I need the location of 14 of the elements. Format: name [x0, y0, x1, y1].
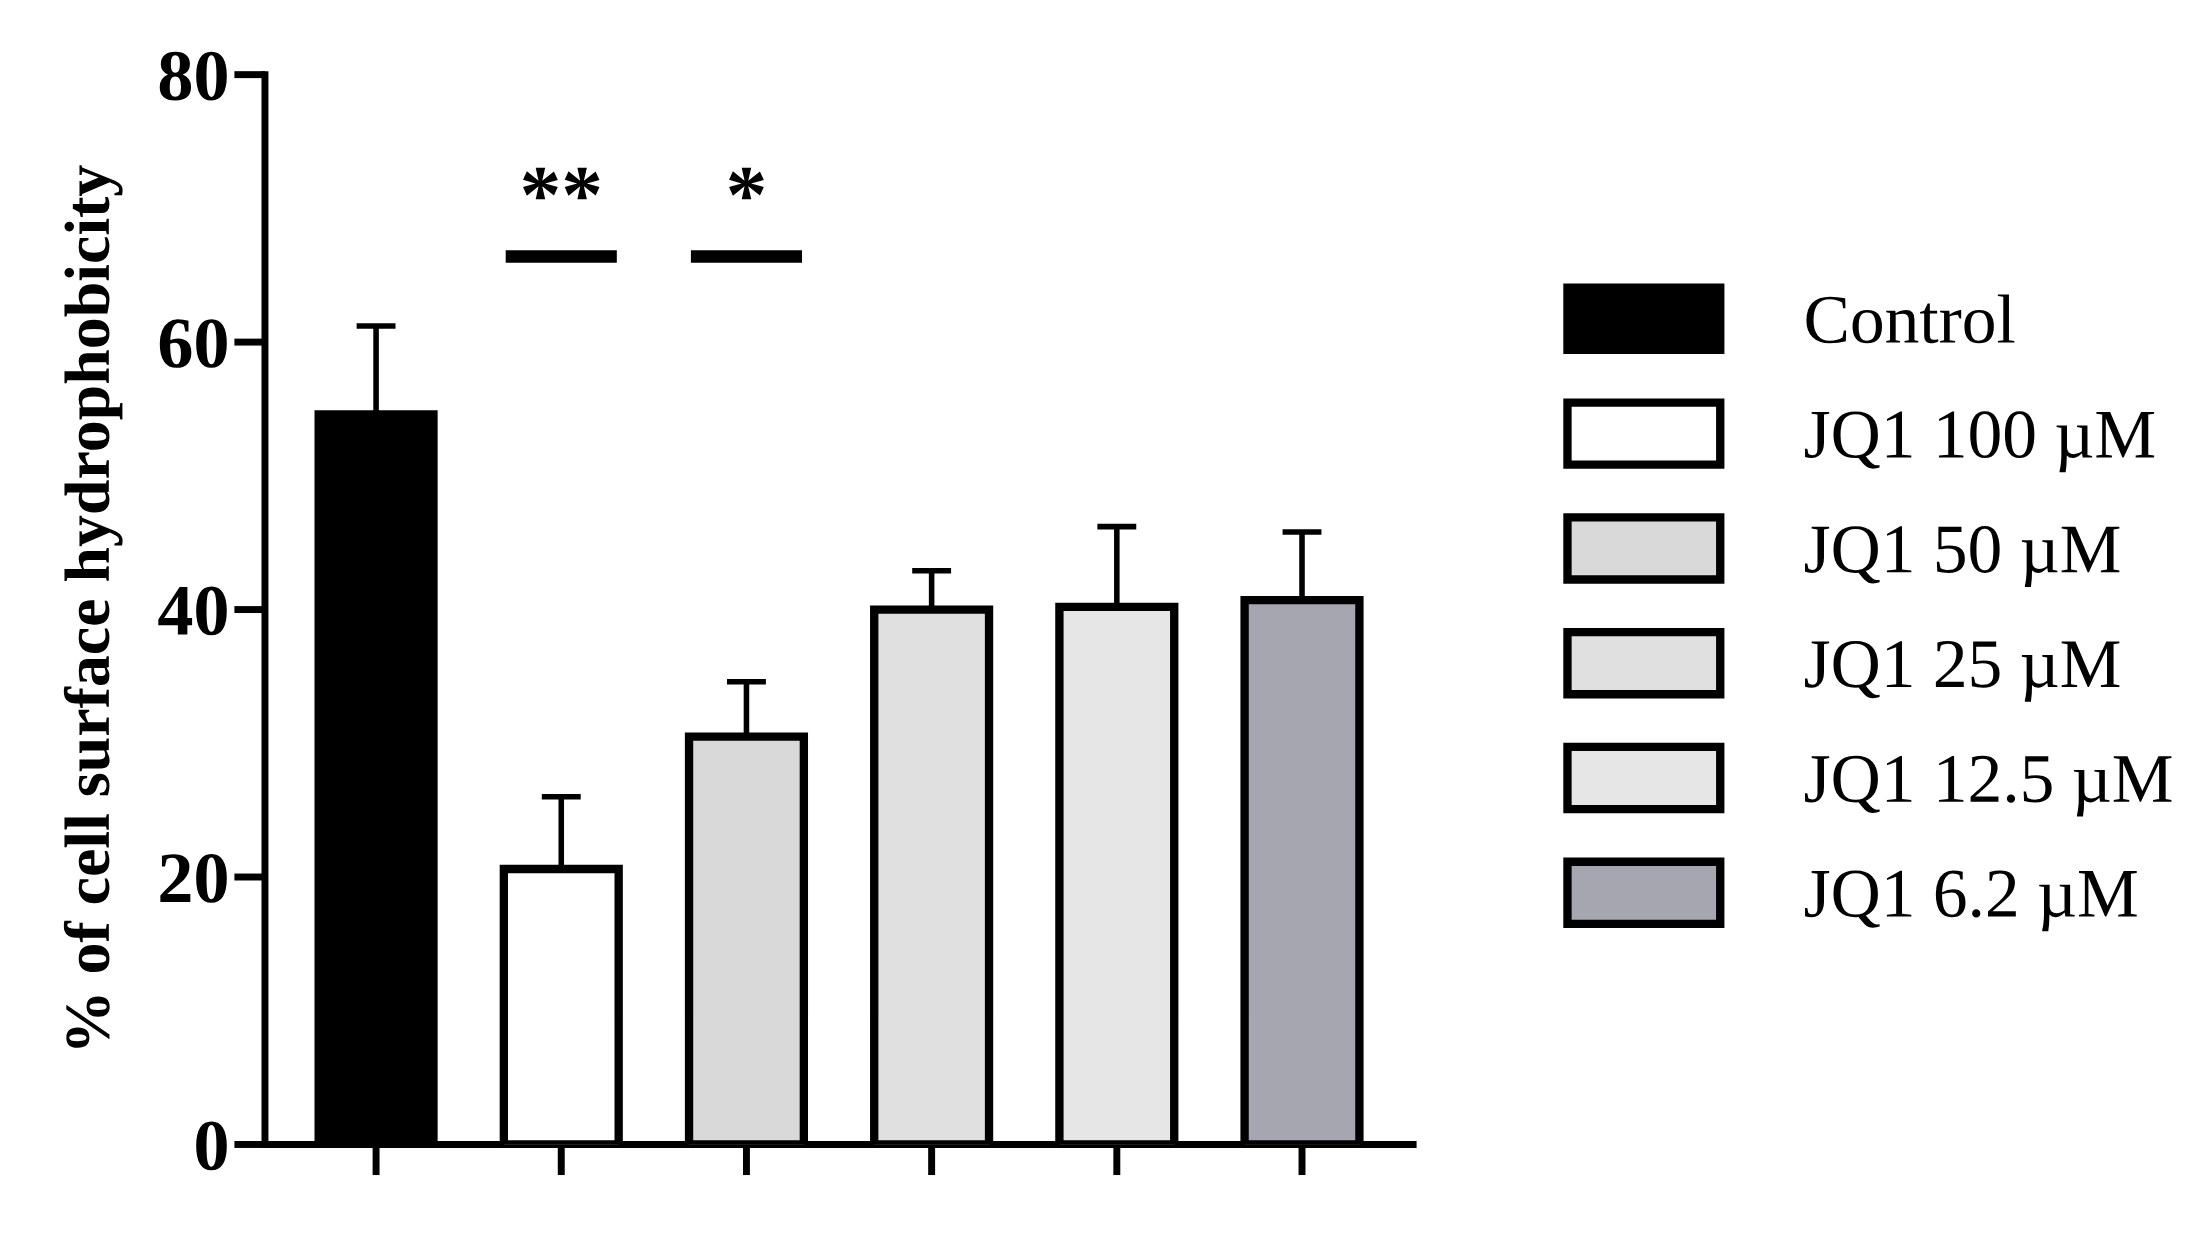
- legend-label: JQ1 50 µM: [1805, 526, 2120, 587]
- legend-label: JQ1 12.5 µM: [1805, 755, 2172, 817]
- legend-label: JQ1 25 µM: [1805, 641, 2120, 702]
- legend-label: JQ1 100 µM: [1805, 411, 2155, 473]
- legend-label: Control: [1806, 294, 2015, 344]
- y-tick-label: 20: [160, 854, 227, 903]
- y-tick-label: 80: [159, 51, 227, 101]
- y-axis-title: % of cell surface hydrophobicity: [63, 165, 123, 1048]
- y-tick-label: 60: [159, 319, 227, 368]
- legend-label: JQ1 6.2 µM: [1805, 870, 2137, 932]
- y-tick-label: 40: [158, 586, 227, 636]
- y-tick-label: 0: [196, 1121, 227, 1171]
- annotation: **: [523, 167, 600, 200]
- annotation: *: [729, 167, 764, 200]
